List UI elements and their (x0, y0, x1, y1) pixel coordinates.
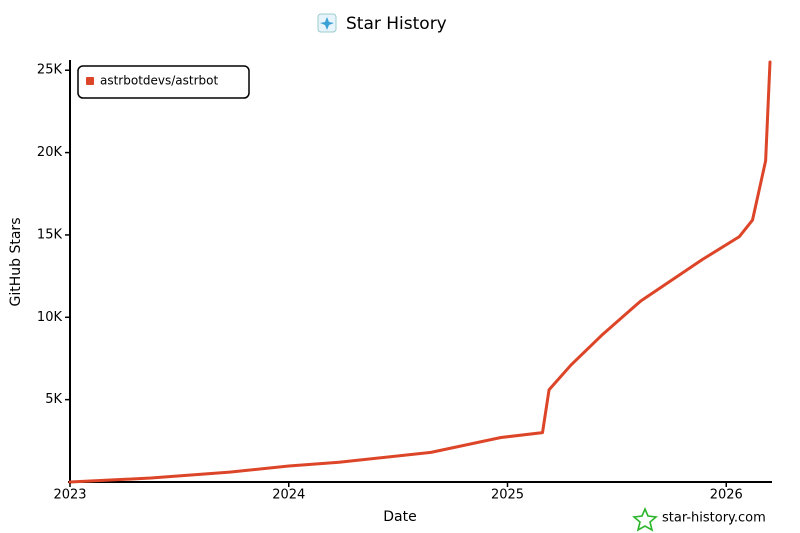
series-line (68, 60, 772, 484)
y-axis-label: GitHub Stars (8, 218, 24, 307)
y-tick-label: 5K (45, 392, 62, 407)
x-tick-label: 2025 (491, 488, 524, 503)
y-tick-label: 25K (37, 63, 63, 78)
x-tick-label: 2026 (710, 488, 743, 503)
y-tick-label: 20K (37, 145, 63, 160)
watermark-icon (632, 506, 658, 532)
legend-label: astrbotdevs/astrbot (100, 74, 219, 88)
x-axis-label: Date (383, 509, 416, 525)
x-tick-label: 2024 (272, 488, 305, 503)
y-tick-label: 15K (37, 227, 63, 242)
watermark: star-history.com (662, 511, 766, 526)
legend: astrbotdevs/astrbot (77, 65, 250, 99)
legend-swatch (86, 77, 94, 85)
y-tick-label: 10K (37, 310, 63, 325)
chart-title: Star History (346, 14, 447, 34)
title-icon-star (320, 17, 334, 30)
x-tick-label: 2023 (53, 488, 86, 503)
legend-box (77, 65, 250, 99)
